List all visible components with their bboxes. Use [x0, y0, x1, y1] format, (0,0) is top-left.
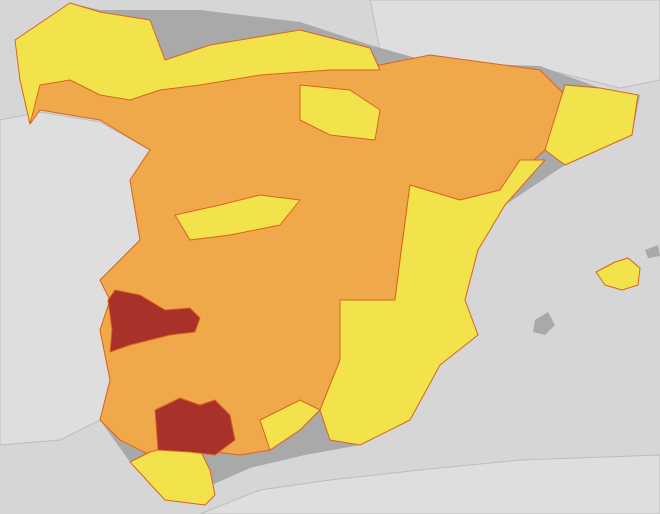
region-yellow-east[interactable] — [319, 159, 546, 446]
region-red-south[interactable] — [154, 397, 236, 456]
region-yellow-southern-strip[interactable] — [259, 399, 321, 451]
region-red-west[interactable] — [107, 289, 201, 353]
region-yellow-central-strip[interactable] — [174, 194, 301, 241]
region-yellow-catalonia[interactable] — [544, 84, 639, 166]
region-yellow-northwest[interactable] — [14, 2, 381, 125]
africa-land — [199, 454, 660, 514]
island-ibiza — [533, 312, 555, 335]
island-menorca — [645, 245, 660, 258]
region-yellow-north-central[interactable] — [299, 84, 381, 141]
island-mallorca[interactable] — [595, 257, 641, 291]
